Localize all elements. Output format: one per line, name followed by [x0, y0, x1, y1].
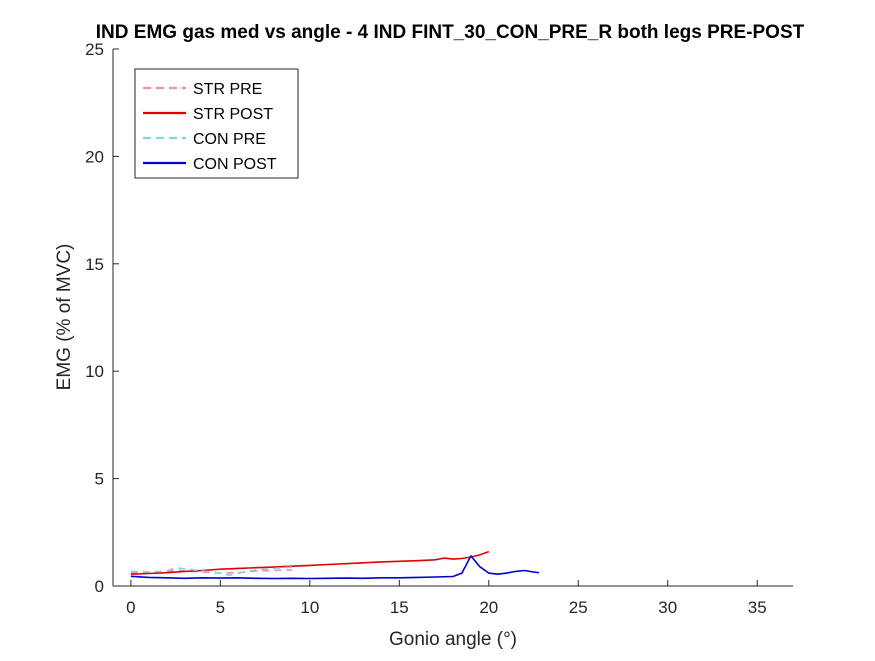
x-tick-label: 5: [216, 598, 225, 617]
y-tick-label: 10: [85, 362, 104, 381]
y-tick-label: 25: [85, 40, 104, 59]
series-line-str-post: [130, 550, 490, 575]
legend: STR PRE STR POST CON PRE CON POST: [134, 68, 299, 179]
y-tick-label: 0: [95, 577, 104, 596]
series-group: [130, 550, 540, 580]
legend-label: STR POST: [193, 106, 273, 123]
x-tick-label: 0: [126, 598, 135, 617]
legend-label: CON PRE: [193, 131, 266, 148]
x-tick-label: 20: [479, 598, 498, 617]
x-axis-label: Gonio angle (°): [389, 629, 517, 650]
x-tick-label: 10: [300, 598, 319, 617]
x-tick-label: 15: [390, 598, 409, 617]
y-tick-label: 5: [95, 470, 104, 489]
y-tick-label: 15: [85, 255, 104, 274]
legend-entries: STR PRE STR POST CON PRE CON POST: [143, 81, 277, 173]
y-axis-label: EMG (% of MVC): [54, 244, 75, 391]
x-tick-label: 30: [658, 598, 677, 617]
legend-label: CON POST: [193, 156, 277, 173]
series-line-con-post: [130, 555, 540, 580]
legend-label: STR PRE: [193, 81, 262, 98]
x-ticks: 0 5 10 15 20 25 30 35: [126, 580, 767, 617]
y-ticks: 0 5 10 15 20 25: [85, 40, 119, 596]
x-tick-label: 25: [569, 598, 588, 617]
chart-title: IND EMG gas med vs angle - 4 IND FINT_30…: [96, 22, 805, 43]
x-tick-label: 35: [748, 598, 767, 617]
y-tick-label: 20: [85, 147, 104, 166]
